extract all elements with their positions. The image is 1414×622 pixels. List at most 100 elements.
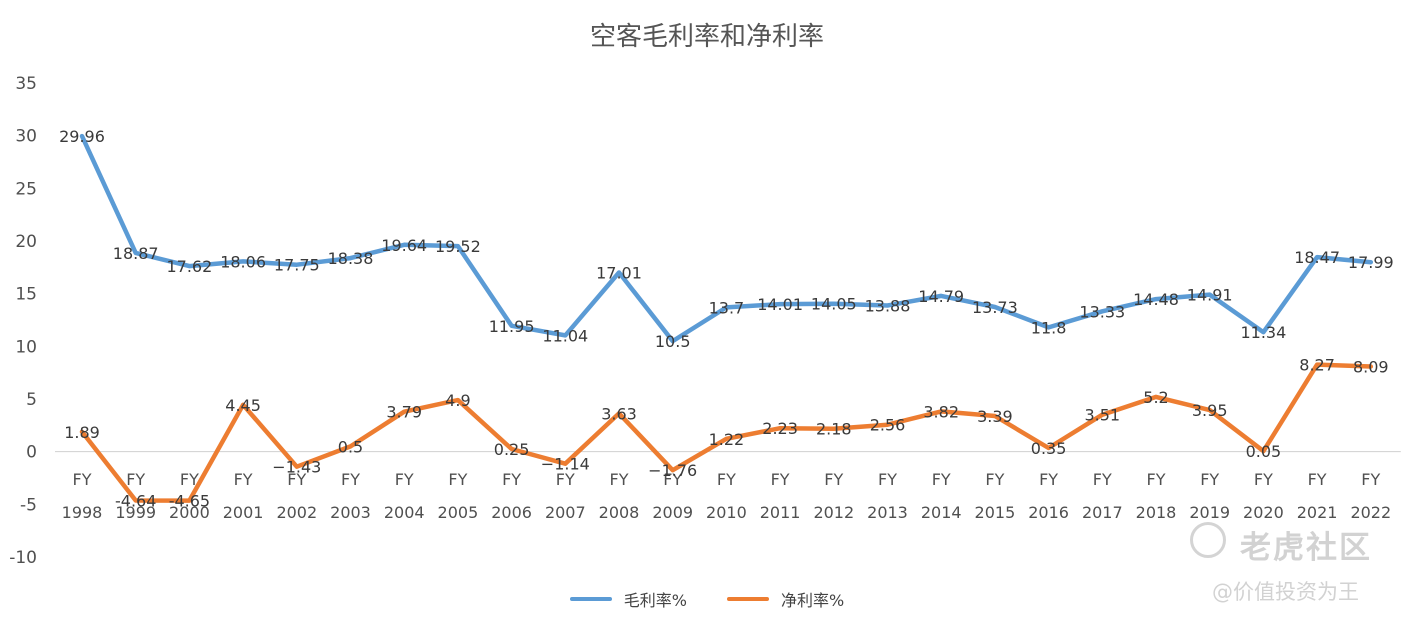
x-tick-label: FY 2022 — [1350, 470, 1391, 522]
data-label-gross-margin: 13.73 — [972, 298, 1018, 317]
x-tick-label: FY 2021 — [1297, 470, 1338, 522]
data-label-net-margin: 2.56 — [870, 416, 906, 435]
data-label-gross-margin: 11.04 — [542, 326, 588, 345]
data-label-net-margin: 8.27 — [1299, 356, 1335, 375]
data-label-net-margin: 3.79 — [386, 403, 422, 422]
watermark-logo-icon — [1190, 522, 1226, 558]
data-label-gross-margin: 29.96 — [59, 127, 105, 146]
data-label-gross-margin: 18.38 — [328, 249, 374, 268]
data-label-net-margin: 3.82 — [923, 402, 959, 421]
y-tick-label: -5 — [20, 495, 37, 515]
x-tick-label: FY 2016 — [1028, 470, 1069, 522]
y-tick-label: 35 — [15, 74, 37, 94]
x-tick-label: FY 2002 — [276, 470, 317, 522]
data-label-gross-margin: 11.95 — [489, 317, 535, 336]
x-tick-label: FY 2012 — [813, 470, 854, 522]
data-label-gross-margin: 19.64 — [381, 236, 427, 255]
data-label-net-margin: 0.05 — [1246, 442, 1282, 461]
data-label-gross-margin: 10.5 — [655, 332, 691, 351]
x-tick-label: FY 2006 — [491, 470, 532, 522]
data-label-gross-margin: 14.48 — [1133, 290, 1179, 309]
data-label-net-margin: 4.45 — [225, 396, 261, 415]
x-tick-label: FY 2004 — [384, 470, 425, 522]
data-label-net-margin: 8.09 — [1353, 357, 1389, 376]
series-line-gross-margin — [79, 133, 1374, 344]
data-label-gross-margin: 13.88 — [865, 296, 911, 315]
data-label-net-margin: 3.39 — [977, 407, 1013, 426]
y-tick-label: 15 — [15, 285, 37, 305]
data-label-gross-margin: 14.79 — [918, 287, 964, 306]
data-label-net-margin: 4.9 — [445, 391, 470, 410]
series-lines — [79, 133, 1374, 503]
data-label-gross-margin: 14.05 — [811, 295, 857, 314]
data-label-gross-margin: 13.7 — [709, 298, 745, 317]
data-label-net-margin: 3.63 — [601, 404, 637, 423]
legend-swatch-net-margin — [727, 597, 769, 601]
x-tick-label: FY 2003 — [330, 470, 371, 522]
data-label-gross-margin: 18.06 — [220, 252, 266, 271]
x-axis: FY 1998 FY 1999 FY 2000 FY 2001 FY 2002 FY 2003 FY 20… — [55, 451, 1401, 522]
watermark-handle: @价值投资为王 — [1212, 580, 1359, 604]
x-tick-label: FY 2009 — [652, 470, 693, 522]
data-label-gross-margin: 14.01 — [757, 295, 803, 314]
legend-label-gross-margin: 毛利率% — [623, 591, 687, 610]
data-label-gross-margin: 17.01 — [596, 263, 642, 282]
x-tick-label: FY 2017 — [1082, 470, 1123, 522]
data-label-gross-margin: 19.52 — [435, 237, 481, 256]
data-label-gross-margin: 17.62 — [166, 257, 212, 276]
y-tick-label: 25 — [15, 179, 37, 199]
data-label-net-margin: 2.23 — [762, 419, 798, 438]
x-tick-label: FY 1998 — [62, 470, 103, 522]
data-label-gross-margin: 18.47 — [1294, 248, 1340, 267]
data-label-net-margin: 3.95 — [1192, 401, 1228, 420]
y-tick-label: 20 — [15, 232, 37, 252]
y-axis: 35 30 25 20 15 10 5 0 -5 -10 — [9, 74, 37, 568]
data-label-net-margin: 0.35 — [1031, 439, 1067, 458]
x-tick-label: FY 2001 — [223, 470, 264, 522]
data-label-gross-margin: 18.87 — [113, 244, 159, 263]
data-label-net-margin: 3.51 — [1084, 406, 1120, 425]
x-tick-label: FY 2005 — [438, 470, 479, 522]
x-tick-label: FY 2011 — [760, 470, 801, 522]
y-tick-label: 5 — [26, 390, 37, 410]
data-label-net-margin: 1.89 — [64, 423, 100, 442]
data-label-gross-margin: 11.8 — [1031, 318, 1067, 337]
data-label-net-margin: 5.2 — [1143, 388, 1168, 407]
data-label-gross-margin: 17.75 — [274, 256, 320, 275]
chart-title: 空客毛利率和净利率 — [589, 22, 824, 52]
x-tick-label: FY 2014 — [921, 470, 962, 522]
x-tick-label: FY 2020 — [1243, 470, 1284, 522]
data-label-net-margin: 0.25 — [494, 440, 530, 459]
data-label-net-margin: -4.65 — [169, 492, 210, 511]
data-label-net-margin: 0.5 — [338, 437, 363, 456]
x-tick-label: FY 2013 — [867, 470, 908, 522]
x-tick-label: FY 2010 — [706, 470, 747, 522]
x-tick-label: FY 2008 — [599, 470, 640, 522]
series-line-net-margin — [79, 362, 1374, 503]
data-label-gross-margin: 13.33 — [1079, 302, 1125, 321]
y-tick-label: 30 — [15, 127, 37, 147]
x-tick-label: FY 2000 — [169, 470, 210, 522]
legend-item-net-margin[interactable]: 净利率% — [727, 587, 844, 611]
x-tick-label: FY 2018 — [1136, 470, 1177, 522]
x-tick-label: FY 2007 — [545, 470, 586, 522]
x-tick-label: FY 2019 — [1189, 470, 1230, 522]
data-label-gross-margin: 17.99 — [1348, 253, 1394, 272]
x-tick-label: FY 1999 — [115, 470, 156, 522]
legend-swatch-gross-margin — [569, 597, 612, 601]
data-labels: 29.96 18.87 17.62 18.06 17.75 18.38 19.64 19.52… — [59, 127, 1394, 511]
y-tick-label: 10 — [15, 337, 37, 357]
watermark-brand: 老虎社区 — [1240, 530, 1372, 566]
data-label-net-margin: −1.14 — [541, 455, 590, 474]
data-label-net-margin: 2.18 — [816, 420, 852, 439]
data-label-net-margin: -4.64 — [115, 492, 156, 511]
legend-item-gross-margin[interactable]: 毛利率% — [569, 587, 687, 611]
y-tick-label: -10 — [9, 548, 37, 568]
legend-label-net-margin: 净利率% — [781, 591, 845, 610]
data-label-net-margin: 1.22 — [709, 430, 745, 449]
data-label-gross-margin: 14.91 — [1187, 286, 1233, 305]
data-label-net-margin: −1.43 — [272, 458, 321, 477]
data-label-gross-margin: 11.34 — [1240, 323, 1286, 342]
legend: 毛利率% 净利率% — [0, 587, 1414, 611]
